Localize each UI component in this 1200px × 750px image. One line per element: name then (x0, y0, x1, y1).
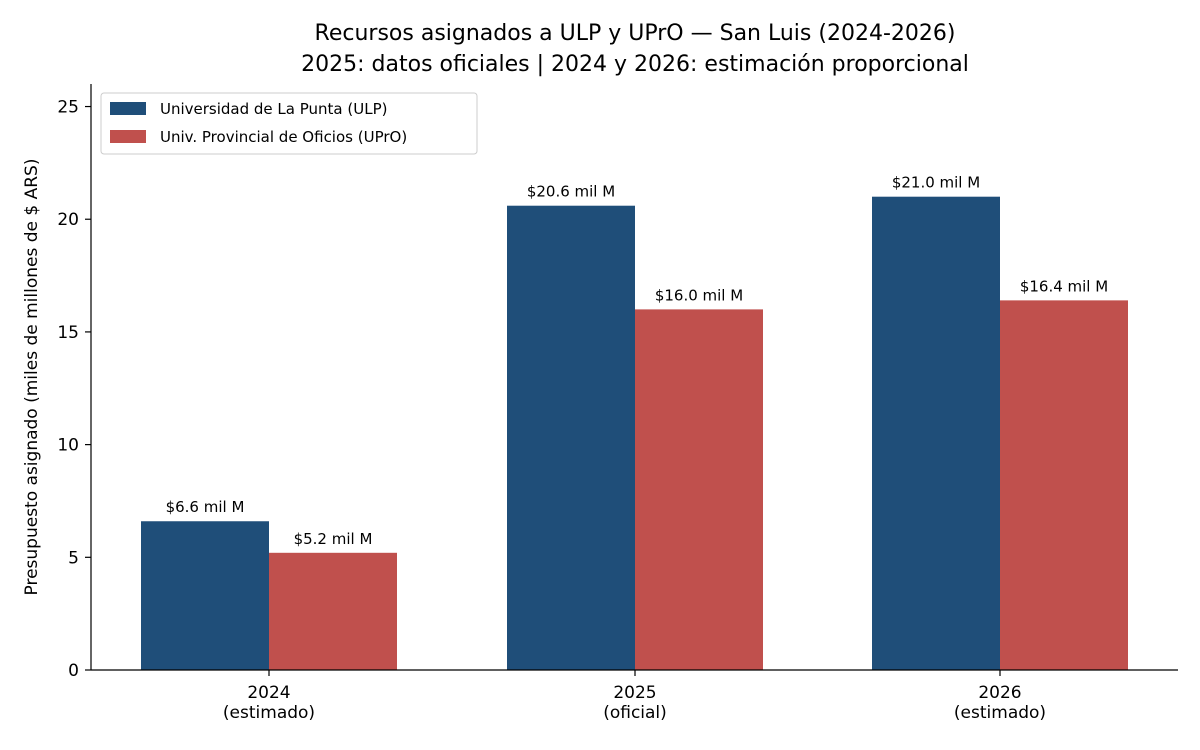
legend-swatch-upro (110, 130, 146, 143)
y-tick-label-10: 10 (57, 436, 79, 456)
bar-ulp-2025 (507, 205, 635, 670)
bar-upro-2026 (1000, 300, 1128, 670)
data-label-ulp-2024: $6.6 mil M (166, 498, 245, 516)
bar-upro-2025 (635, 309, 763, 670)
data-label-upro-2025: $16.0 mil M (655, 286, 743, 304)
legend: Universidad de La Punta (ULP) Univ. Provi… (100, 92, 478, 155)
x-tick-label-2024: 2024 (estimado) (223, 683, 315, 723)
data-label-upro-2024: $5.2 mil M (294, 530, 373, 548)
data-label-ulp-2026: $21.0 mil M (892, 174, 980, 192)
y-tick-label-25: 25 (57, 98, 79, 118)
y-tick-label-5: 5 (68, 548, 79, 568)
bar-upro-2024 (269, 552, 397, 670)
y-tick-label-0: 0 (68, 661, 79, 681)
x-tick-label-2026: 2026 (estimado) (954, 683, 1046, 723)
data-labels-layer: $6.6 mil M $20.6 mil M $21.0 mil M $5.2 mil… (166, 174, 1109, 548)
bar-ulp-2026 (872, 196, 1000, 670)
chart-title: Recursos asignados a ULP y UPrO — San Lu… (315, 21, 956, 46)
bar-ulp-2024 (141, 521, 269, 670)
chart-subtitle: 2025: datos oficiales | 2024 y 2026: est… (301, 52, 969, 77)
legend-label-ulp: Universidad de La Punta (ULP) (160, 100, 387, 118)
legend-frame (100, 92, 478, 155)
y-axis-label: Presupuesto asignado (miles de millones … (22, 159, 42, 596)
legend-swatch-ulp (110, 102, 146, 115)
bars-layer (141, 196, 1128, 670)
data-label-ulp-2025: $20.6 mil M (527, 183, 615, 201)
legend-label-upro: Univ. Provincial de Oficios (UPrO) (160, 128, 407, 146)
x-tick-label-2025: 2025 (oficial) (603, 683, 667, 723)
axes-layer: 0 5 10 15 20 25 2024 (estimado) 2025 (oficial) 202… (57, 84, 1178, 723)
y-tick-label-20: 20 (57, 210, 79, 230)
data-label-upro-2026: $16.4 mil M (1020, 277, 1108, 295)
y-tick-label-15: 15 (57, 323, 79, 343)
